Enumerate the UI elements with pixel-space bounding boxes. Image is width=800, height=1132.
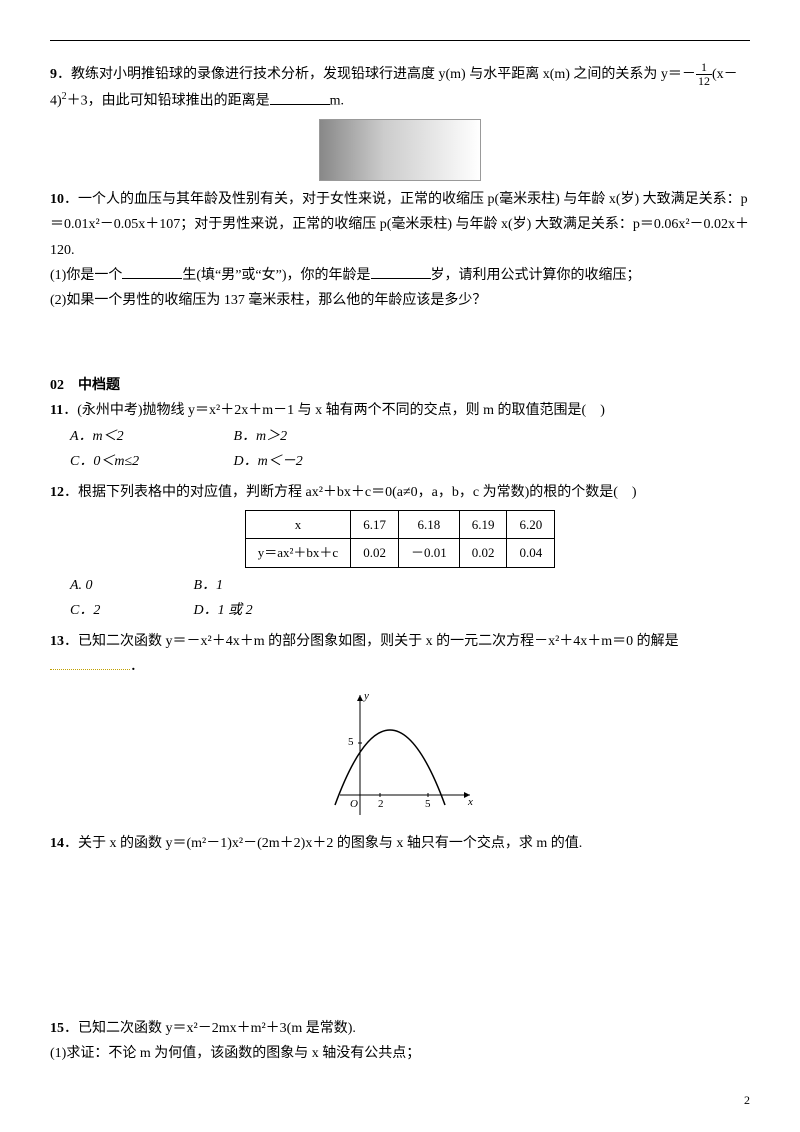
- cell: 6.18: [398, 511, 459, 539]
- page-number: 2: [744, 1090, 750, 1112]
- question-14: 14．关于 x 的函数 y＝(m²－1)x²－(2m＋2)x＋2 的图象与 x …: [50, 831, 750, 856]
- q12-table: x 6.17 6.18 6.19 6.20 y＝ax²＋bx＋c 0.02 －0…: [245, 510, 555, 568]
- q9-unit: m.: [330, 94, 344, 109]
- x-tick-2: 2: [378, 798, 384, 810]
- cell: 0.02: [459, 539, 507, 567]
- q12-opt-a[interactable]: A. 0: [70, 573, 190, 598]
- q13-num: 13: [50, 634, 64, 649]
- cell: －0.01: [398, 539, 459, 567]
- q12-opt-c[interactable]: C．2: [70, 598, 190, 623]
- question-13: 13．已知二次函数 y＝－x²＋4x＋m 的部分图象如图，则关于 x 的一元二次…: [50, 629, 750, 824]
- q10-p1b: 生(填“男”或“女”)，你的年龄是: [182, 268, 370, 283]
- q14-num: 14: [50, 836, 64, 851]
- q11-num: 11: [50, 403, 63, 418]
- x-tick-5: 5: [425, 798, 431, 810]
- q15-p1: (1)求证：不论 m 为何值，该函数的图象与 x 轴没有公共点；: [50, 1046, 420, 1061]
- q11-opt-c[interactable]: C．0＜m≤2: [70, 449, 230, 474]
- q9-blank[interactable]: [270, 90, 330, 105]
- q14-text: ．关于 x 的函数 y＝(m²－1)x²－(2m＋2)x＋2 的图象与 x 轴只…: [64, 836, 582, 851]
- q10-blank1[interactable]: [122, 264, 182, 279]
- section-title: 中档题: [78, 378, 120, 393]
- cell: x: [245, 511, 350, 539]
- q12-opt-d[interactable]: D．1 或 2: [194, 598, 314, 623]
- section-num: 02: [50, 378, 64, 393]
- x-label: x: [467, 796, 473, 808]
- q15-text: ．已知二次函数 y＝x²－2mx＋m²＋3(m 是常数).: [64, 1021, 356, 1036]
- question-15: 15．已知二次函数 y＝x²－2mx＋m²＋3(m 是常数). (1)求证：不论…: [50, 1016, 750, 1066]
- q11-opt-a[interactable]: A．m＜2: [70, 424, 230, 449]
- question-12: 12．根据下列表格中的对应值，判断方程 ax²＋bx＋c＝0(a≠0，a，b，c…: [50, 480, 750, 623]
- question-9: 9．教练对小明推铅球的录像进行技术分析，发现铅球行进高度 y(m) 与水平距离 …: [50, 61, 750, 181]
- q13-blank[interactable]: [50, 655, 130, 670]
- q13-text: ．已知二次函数 y＝－x²＋4x＋m 的部分图象如图，则关于 x 的一元二次方程…: [64, 634, 679, 649]
- q10-p1c: 岁，请利用公式计算你的收缩压；: [431, 268, 641, 283]
- q11-options: A．m＜2 B．m＞2 C．0＜m≤2 D．m＜－2: [50, 424, 750, 474]
- y-label: y: [363, 690, 369, 702]
- q10-text-a: ．一个人的血压与其年龄及性别有关，对于女性来说，正常的收缩压 p(毫米汞柱) 与…: [50, 192, 749, 257]
- q10-p2: (2)如果一个男性的收缩压为 137 毫米汞柱，那么他的年龄应该是多少？: [50, 293, 486, 308]
- cell: 6.20: [507, 511, 555, 539]
- q10-p1a: (1)你是一个: [50, 268, 122, 283]
- table-row: y＝ax²＋bx＋c 0.02 －0.01 0.02 0.04: [245, 539, 554, 567]
- cell: 0.02: [351, 539, 399, 567]
- cell: 6.19: [459, 511, 507, 539]
- section-02: 02 中档题: [50, 373, 750, 398]
- q11-opt-b[interactable]: B．m＞2: [234, 424, 394, 449]
- q15-num: 15: [50, 1021, 64, 1036]
- q12-options: A. 0 B．1 C．2 D．1 或 2: [50, 573, 750, 623]
- q9-num: 9: [50, 67, 57, 82]
- cell: 0.04: [507, 539, 555, 567]
- cell: 6.17: [351, 511, 399, 539]
- q10-blank2[interactable]: [371, 264, 431, 279]
- q9-text-c: ＋3，由此可知铅球推出的距离是: [67, 94, 270, 109]
- table-row: x 6.17 6.18 6.19 6.20: [245, 511, 554, 539]
- top-rule: [50, 40, 750, 41]
- q10-num: 10: [50, 192, 64, 207]
- q9-text-a: ．教练对小明推铅球的录像进行技术分析，发现铅球行进高度 y(m) 与水平距离 x…: [57, 67, 696, 82]
- question-11: 11．(永州中考)抛物线 y＝x²＋2x＋m－1 与 x 轴有两个不同的交点，则…: [50, 398, 750, 474]
- q12-num: 12: [50, 485, 64, 500]
- question-10: 10．一个人的血压与其年龄及性别有关，对于女性来说，正常的收缩压 p(毫米汞柱)…: [50, 187, 750, 313]
- cell: y＝ax²＋bx＋c: [245, 539, 350, 567]
- parabola-graph: O 2 5 5 x y: [320, 685, 480, 825]
- shot-put-image: [319, 119, 481, 181]
- q12-opt-b[interactable]: B．1: [194, 573, 314, 598]
- y-arrow: [357, 695, 363, 701]
- q12-text: ．根据下列表格中的对应值，判断方程 ax²＋bx＋c＝0(a≠0，a，b，c 为…: [64, 485, 637, 500]
- y-tick-5: 5: [348, 736, 354, 748]
- origin-label: O: [350, 798, 358, 810]
- q11-opt-d[interactable]: D．m＜－2: [234, 449, 394, 474]
- q9-fraction: 112: [696, 61, 712, 88]
- q11-text: ．(永州中考)抛物线 y＝x²＋2x＋m－1 与 x 轴有两个不同的交点，则 m…: [63, 403, 605, 418]
